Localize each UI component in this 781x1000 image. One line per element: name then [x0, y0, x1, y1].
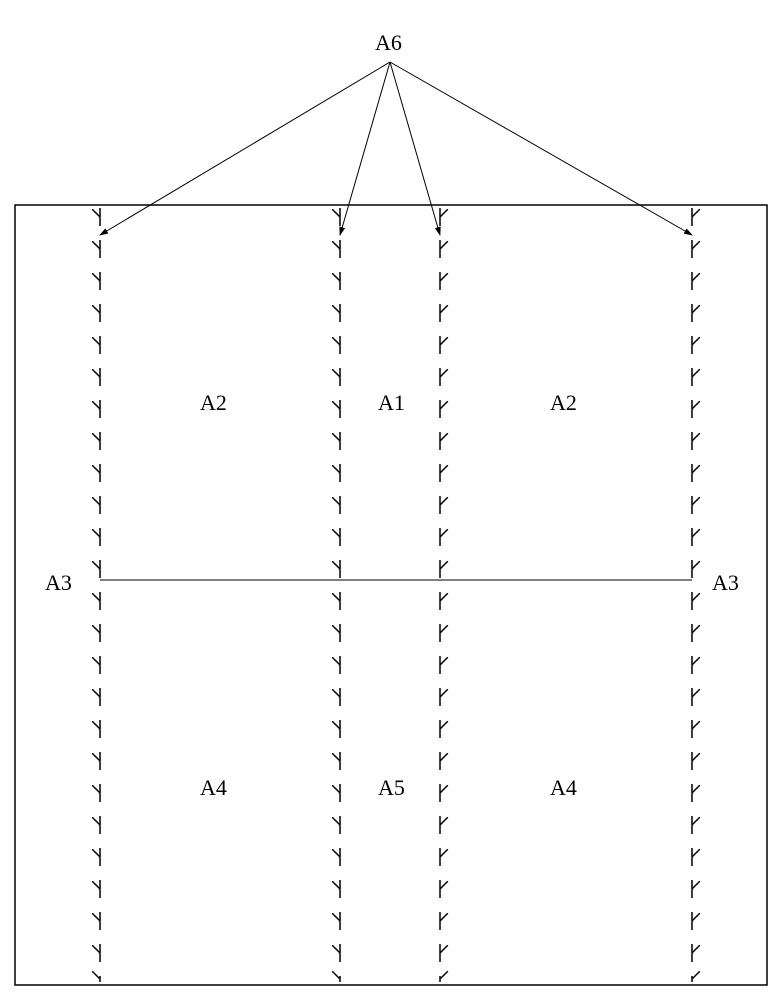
label-a4_left: A4	[200, 775, 227, 801]
label-a4_right: A4	[550, 775, 577, 801]
label-a1: A1	[378, 390, 405, 416]
label-a2_left: A2	[200, 390, 227, 416]
label-a3_right: A3	[712, 570, 739, 596]
label-a5: A5	[378, 775, 405, 801]
label-a3_left: A3	[45, 570, 72, 596]
label-a2_right: A2	[550, 390, 577, 416]
label-a6: A6	[375, 30, 402, 56]
diagram-svg	[0, 0, 781, 1000]
technical-diagram: A6 A2 A1 A2 A3 A3 A4 A5 A4	[0, 0, 781, 1000]
